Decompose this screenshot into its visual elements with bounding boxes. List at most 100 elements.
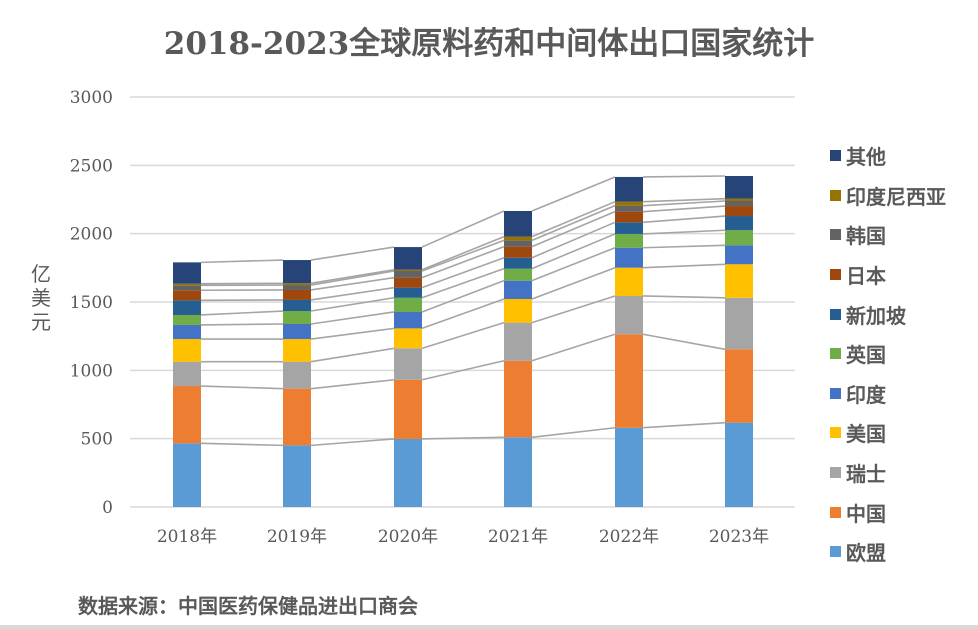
series-line-1 [531, 333, 616, 362]
bar-segment [394, 269, 422, 271]
y-tick-label: 500 [81, 430, 113, 450]
legend-swatch [830, 546, 841, 558]
bar-segment [283, 285, 311, 290]
bar-segment [725, 297, 753, 350]
bar-segment [394, 379, 422, 439]
bar-segment [504, 322, 532, 361]
y-axis-label-char: 亿 [31, 262, 51, 286]
legend-label: 其他 [846, 145, 886, 170]
series-line-4 [200, 323, 284, 326]
bar-segment [283, 388, 311, 446]
series-line-9 [310, 268, 395, 285]
bar-segment [283, 289, 311, 300]
legend-item: 印度尼西亚 [830, 176, 978, 216]
series-line-3 [531, 266, 616, 300]
bar-segment [504, 246, 532, 258]
bar-segment [725, 201, 753, 207]
series-line-7 [531, 210, 616, 248]
legend-item: 新加坡 [830, 294, 978, 334]
bar-segment [283, 260, 311, 284]
series-line-9 [642, 197, 726, 203]
bar-segment [283, 283, 311, 286]
bar-segment [725, 175, 753, 199]
bar-segment [725, 198, 753, 202]
bar-segment [615, 334, 643, 428]
gridlines [130, 96, 795, 508]
legend-label: 印度尼西亚 [846, 184, 946, 209]
y-tick-label: 1500 [70, 293, 113, 313]
bar-segment [394, 328, 422, 349]
series-line-3 [310, 327, 395, 340]
x-tick-label: 2020年 [378, 527, 438, 547]
series-line-1 [421, 359, 505, 381]
series-line-10 [421, 210, 505, 248]
bar-segment [394, 348, 422, 380]
legend-item: 美国 [830, 413, 978, 453]
y-axis-label-char: 元 [31, 310, 51, 334]
legend-item: 英国 [830, 334, 978, 374]
bar-segment [615, 211, 643, 223]
y-tick-label: 2000 [70, 225, 113, 245]
series-line-10 [642, 175, 726, 178]
bar-segment [615, 427, 643, 507]
bar-segment [615, 205, 643, 212]
bar-segment [173, 262, 201, 284]
bar-segment [504, 268, 532, 281]
series-line-6 [310, 286, 395, 301]
legend-item: 欧盟 [830, 532, 978, 572]
bar-segment [394, 247, 422, 270]
bar-segment [725, 206, 753, 217]
legend-label: 瑞士 [846, 462, 886, 487]
legend-label: 英国 [846, 343, 886, 368]
bar-segment [615, 176, 643, 202]
series-line-2 [310, 347, 395, 363]
legend-label: 印度 [846, 382, 886, 407]
bar-segment [173, 361, 201, 387]
legend-swatch [830, 150, 841, 162]
bar-segment [504, 236, 532, 241]
bottom-divider [0, 625, 978, 629]
series-line-1 [200, 385, 284, 390]
legend-label: 欧盟 [846, 541, 886, 566]
bar-segment [173, 290, 201, 301]
series-line-10 [310, 246, 395, 261]
legend-item: 瑞士 [830, 453, 978, 493]
series-line-2 [642, 295, 726, 299]
bar-segment [725, 422, 753, 507]
series-line-5 [421, 267, 505, 299]
bar-segment [173, 443, 201, 507]
bar-segment [615, 222, 643, 234]
bar-segment [725, 230, 753, 246]
legend-swatch [830, 308, 841, 320]
legend-swatch [830, 269, 841, 281]
bar-segment [504, 437, 532, 507]
bar-segment [725, 349, 753, 423]
series-line-7 [421, 245, 505, 279]
x-tick-label: 2022年 [599, 527, 659, 547]
series-line-1 [310, 378, 395, 390]
series-line-0 [421, 436, 505, 440]
series-line-5 [531, 233, 616, 270]
bar-segment [394, 270, 422, 278]
bar-segment [173, 386, 201, 444]
bar-segment [615, 267, 643, 296]
x-tick-label: 2019年 [267, 527, 327, 547]
bar-segment [725, 245, 753, 265]
y-tick-label: 1000 [70, 361, 113, 381]
legend-swatch [830, 189, 841, 201]
bar-segment [283, 324, 311, 340]
legend-swatch [830, 467, 841, 479]
series-line-5 [642, 229, 726, 235]
series-line-2 [531, 295, 616, 324]
bar-segment [173, 300, 201, 315]
bar-segment [394, 287, 422, 298]
series-line-8 [531, 204, 616, 242]
legend: 其他 印度尼西亚 韩国 日本 新加坡 英国 印度 美国 瑞士 中国 欧盟 [830, 136, 978, 572]
legend-label: 美国 [846, 422, 886, 447]
y-tick-label: 0 [102, 498, 113, 518]
legend-label: 中国 [846, 501, 886, 526]
series-line-9 [421, 235, 505, 271]
source-note: 数据来源：中国医药保健品进出口商会 [78, 594, 418, 618]
legend-item: 其他 [830, 136, 978, 176]
series-line-3 [642, 263, 726, 269]
